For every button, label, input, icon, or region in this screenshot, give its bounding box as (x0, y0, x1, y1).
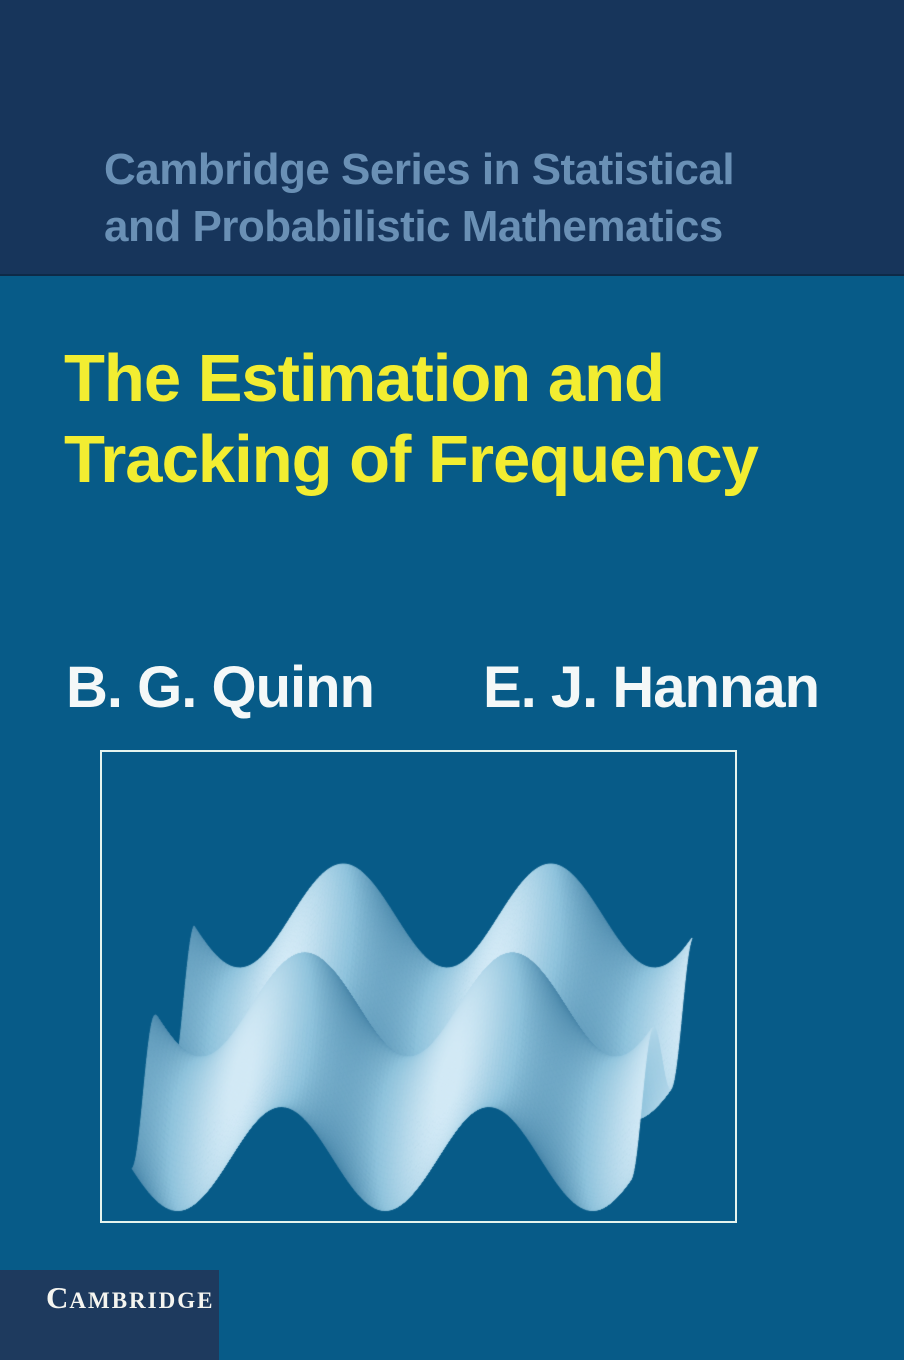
surface-plot-canvas (102, 752, 735, 1221)
series-band: Cambridge Series in Statistical and Prob… (0, 0, 904, 276)
book-title: The Estimation and Tracking of Frequency (64, 338, 759, 500)
surface-plot-figure (100, 750, 737, 1223)
series-title-line2: and Probabilistic Mathematics (104, 202, 723, 251)
author-quinn: B. G. Quinn (66, 655, 375, 720)
publisher-initial: C (46, 1280, 70, 1315)
series-title: Cambridge Series in Statistical and Prob… (104, 141, 735, 255)
author-hannan: E. J. Hannan (483, 655, 820, 720)
book-title-line1: The Estimation and (64, 341, 665, 416)
publisher-rest: AMBRIDGE (69, 1288, 215, 1313)
book-title-line2: Tracking of Frequency (64, 422, 759, 497)
publisher-logo: CAMBRIDGE (46, 1280, 214, 1316)
publisher-block: CAMBRIDGE (0, 1270, 219, 1360)
series-title-line1: Cambridge Series in Statistical (104, 145, 735, 194)
